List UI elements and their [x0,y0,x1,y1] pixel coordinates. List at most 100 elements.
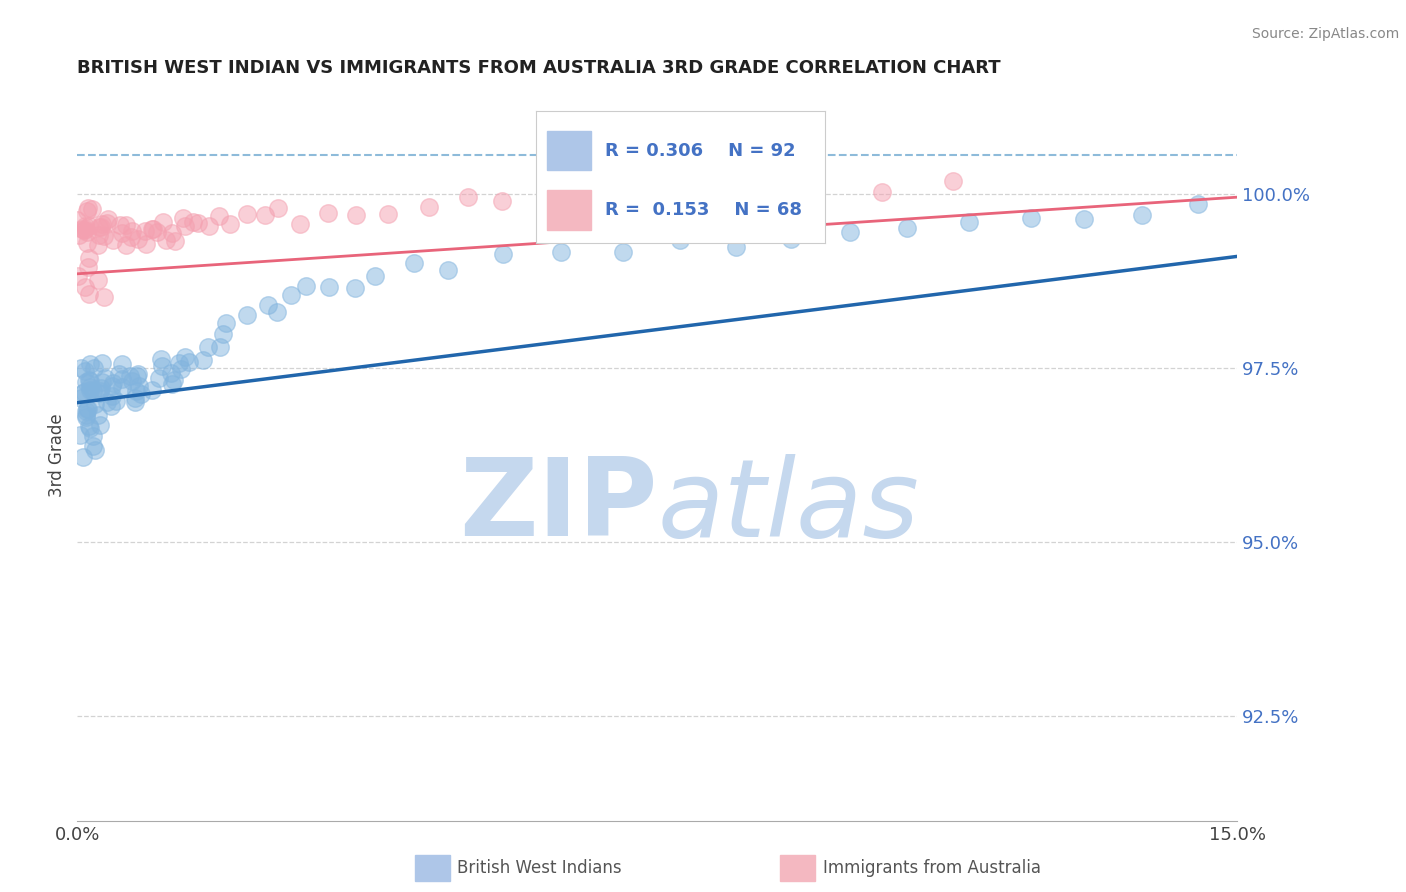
Point [404,255,426,269]
Point [491,194,513,209]
Point [170,362,193,376]
Point [187,216,209,230]
Y-axis label: 3rd Grade: 3rd Grade [48,413,66,497]
Point [172,211,194,225]
Point [75,364,97,378]
Point [896,220,918,235]
Point [79,380,101,394]
Point [957,215,980,229]
Point [96,395,118,409]
Point [79,358,101,372]
Point [87,228,110,243]
Point [75,219,97,233]
Point [72,386,94,401]
Point [544,186,567,201]
Point [86,237,108,252]
Point [76,235,98,250]
Point [101,379,124,393]
Point [79,421,101,435]
Point [124,394,146,409]
Point [135,237,157,252]
Point [94,370,117,384]
Point [725,193,748,207]
Point [67,228,90,243]
Point [82,429,104,443]
Point [91,375,114,389]
Point [93,228,115,243]
Point [75,408,97,422]
Point [198,219,221,233]
Point [72,384,94,399]
Point [75,409,97,424]
Point [90,217,112,231]
Point [87,408,110,422]
Point [318,280,340,294]
Point [149,351,172,366]
Point [121,224,143,238]
Point [90,220,112,235]
Point [100,399,122,413]
Point [125,368,148,383]
Point [104,393,127,408]
Point [77,419,100,434]
Point [76,402,98,417]
Point [128,379,150,393]
Point [160,376,183,391]
Text: British West Indians: British West Indians [457,859,621,877]
Point [73,280,96,294]
Point [254,208,277,222]
Point [181,215,204,229]
Point [75,375,97,389]
Point [669,185,692,199]
Point [83,360,105,375]
Point [780,232,803,246]
Point [77,202,100,216]
Point [197,340,219,354]
Point [377,207,399,221]
Point [145,225,167,239]
Point [492,247,515,261]
Point [79,252,101,266]
Point [101,376,124,391]
Point [131,387,153,401]
Point [121,374,143,388]
Point [76,225,98,239]
Point [73,222,96,236]
Point [1073,211,1095,226]
Point [1019,211,1042,225]
Point [173,351,195,365]
Point [436,262,458,277]
Point [155,234,177,248]
Point [87,386,110,401]
Point [70,361,93,376]
Point [79,219,101,233]
Text: Source: ZipAtlas.com: Source: ZipAtlas.com [1251,27,1399,41]
Point [804,182,827,196]
Point [110,357,132,371]
Point [294,279,316,293]
Point [69,428,91,442]
Point [75,404,97,418]
Point [208,210,231,224]
Point [266,304,288,318]
Point [82,202,104,217]
Point [209,341,232,355]
Point [110,371,132,385]
Point [669,233,692,247]
Point [70,391,93,405]
Point [280,288,302,302]
Point [134,224,156,238]
Point [97,211,120,226]
Point [86,273,108,287]
Point [150,359,173,374]
Point [111,380,134,394]
Point [870,185,893,199]
Point [72,450,94,464]
Point [84,443,107,458]
Point [163,234,186,248]
Point [160,226,183,240]
Point [152,215,174,229]
Point [77,286,100,301]
Point [550,244,572,259]
Point [236,207,259,221]
